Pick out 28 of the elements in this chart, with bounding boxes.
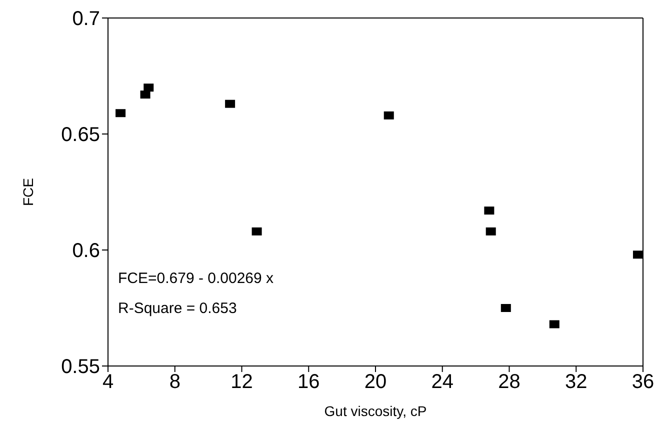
x-tick-label: 24 (431, 371, 454, 394)
point (484, 206, 494, 215)
annotation: R-Square = 0.653 (118, 300, 237, 317)
y-tick-label: 0.55 (61, 356, 100, 378)
y-tick-label: 0.7 (72, 8, 100, 30)
x-tick-label: 20 (364, 371, 387, 394)
point (500, 304, 511, 312)
point (144, 84, 154, 92)
annotation: FCE=0.679 - 0.00269 x (118, 270, 274, 287)
x-tick-label: 32 (565, 371, 588, 394)
x-tick-label: 4 (102, 371, 114, 394)
point (549, 320, 560, 328)
x-tick-label: 12 (230, 371, 253, 394)
point (252, 227, 262, 236)
point (116, 109, 126, 118)
x-tick-label: 28 (498, 371, 520, 394)
y-tick-label: 0.65 (61, 124, 100, 146)
x-tick-label: 36 (632, 371, 654, 394)
point (225, 100, 236, 108)
x-tick-label: 16 (298, 371, 320, 394)
y-tick-label: 0.6 (72, 240, 100, 262)
point (384, 111, 394, 120)
x-tick-label: 8 (169, 371, 180, 394)
y-axis-title: FCE (20, 178, 36, 206)
point (486, 227, 496, 236)
x-axis-title: Gut viscosity, cP (324, 403, 427, 419)
point (632, 250, 643, 259)
point (140, 90, 150, 99)
